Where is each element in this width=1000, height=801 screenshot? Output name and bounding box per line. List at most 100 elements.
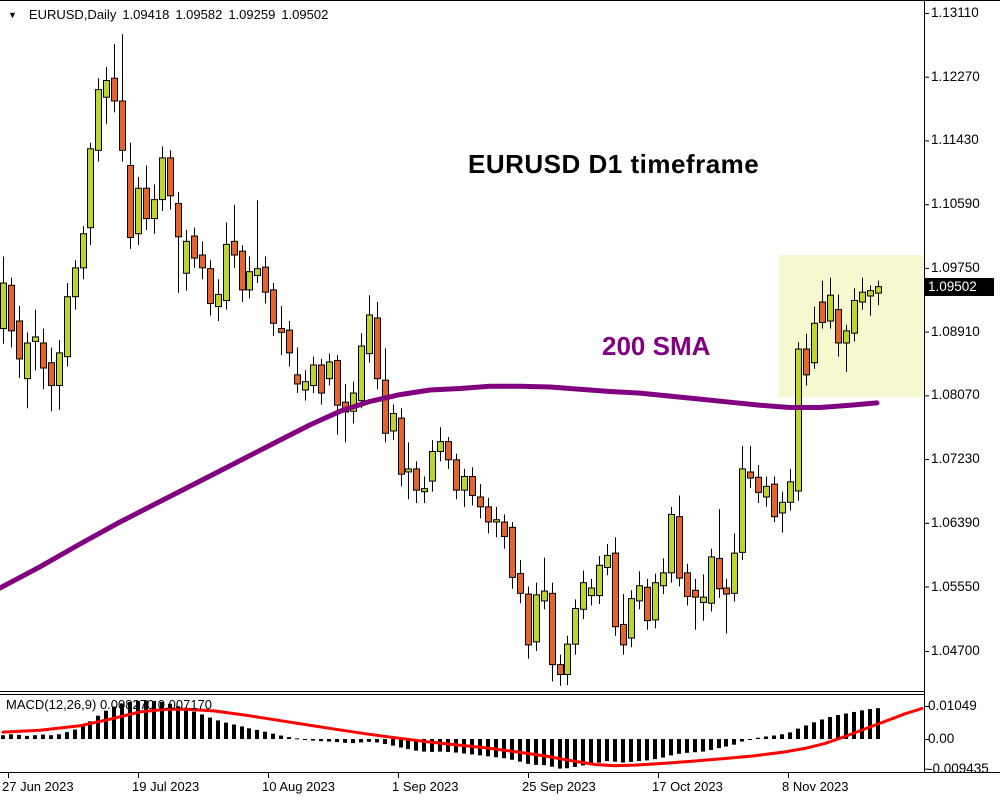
macd-histogram-bar xyxy=(351,739,355,744)
candle-up xyxy=(827,294,834,322)
macd-tick-label: 0.01049 xyxy=(928,697,977,713)
macd-histogram-bar xyxy=(788,732,792,739)
candle-up xyxy=(811,322,818,364)
symbol-label: EURUSD,Daily xyxy=(28,7,117,22)
macd-histogram-bar xyxy=(303,739,307,740)
candle-down xyxy=(175,202,182,238)
candle-up xyxy=(700,596,707,603)
candle-down xyxy=(40,342,47,369)
candle-down xyxy=(374,317,381,380)
candle-up xyxy=(87,148,94,229)
macd-histogram-bar xyxy=(868,709,872,739)
candle-down xyxy=(509,526,516,578)
macd-histogram-bar xyxy=(740,739,744,742)
macd-histogram-bar xyxy=(677,739,681,754)
macd-histogram-bar xyxy=(49,735,53,739)
macd-histogram-bar xyxy=(343,739,347,743)
macd-histogram-bar xyxy=(295,738,299,740)
date-tick-label: 17 Oct 2023 xyxy=(652,779,723,794)
macd-histogram-bar xyxy=(406,739,410,750)
macd-histogram-bar xyxy=(17,734,21,739)
macd-histogram-bar xyxy=(502,739,506,759)
macd-histogram-bar xyxy=(526,739,530,764)
macd-histogram-bar xyxy=(701,739,705,752)
macd-histogram-bar xyxy=(391,739,395,746)
macd-histogram-bar xyxy=(581,739,585,766)
macd-histogram-bar xyxy=(852,711,856,739)
macd-histogram-bar xyxy=(510,739,514,760)
price-tick-label: 1.10590 xyxy=(931,196,980,212)
candle-down xyxy=(716,557,723,590)
candle-up xyxy=(668,513,675,574)
price-tick-label: 1.06390 xyxy=(931,514,980,530)
candle-down xyxy=(111,77,118,102)
candle-down xyxy=(747,471,754,479)
candle-down xyxy=(207,268,214,305)
macd-histogram-bar xyxy=(589,739,593,765)
candle-up xyxy=(652,582,659,621)
macd-histogram-bar xyxy=(565,739,569,769)
macd-histogram-bar xyxy=(41,734,45,739)
macd-histogram-bar xyxy=(367,739,371,742)
date-tick-label: 27 Jun 2023 xyxy=(2,779,74,794)
macd-histogram-bar xyxy=(717,739,721,749)
candle-down xyxy=(127,164,134,239)
candle-up xyxy=(867,290,874,297)
macd-histogram-bar xyxy=(383,739,387,745)
candle-down xyxy=(48,362,55,386)
candle-up xyxy=(779,501,786,514)
macd-histogram-bar xyxy=(25,735,29,739)
date-tick-label: 25 Sep 2023 xyxy=(522,779,596,794)
candle-down xyxy=(644,586,651,622)
macd-histogram-bar xyxy=(542,739,546,766)
macd-histogram-bar xyxy=(57,734,61,739)
macd-histogram-bar xyxy=(828,716,832,739)
price-tick-label: 1.07230 xyxy=(931,451,980,467)
candle-up xyxy=(859,291,866,303)
candle-up xyxy=(246,271,253,291)
ohlc-low: 1.09259 xyxy=(228,7,276,22)
candle-up xyxy=(223,243,230,302)
date-tick-label: 1 Sep 2023 xyxy=(392,779,459,794)
macd-histogram-bar xyxy=(192,711,196,739)
macd-histogram-bar xyxy=(518,739,522,762)
candle-up xyxy=(660,572,667,587)
macd-histogram-bar xyxy=(104,710,108,739)
ohlc-high: 1.09582 xyxy=(175,7,223,22)
candle-up xyxy=(580,582,587,610)
macd-histogram-bar xyxy=(724,739,728,747)
macd-histogram-bar xyxy=(160,701,164,739)
price-tick-label: 1.08070 xyxy=(931,387,980,403)
macd-histogram-bar xyxy=(9,734,13,739)
macd-histogram-bar xyxy=(693,739,697,753)
candle-up xyxy=(429,450,436,482)
macd-histogram-bar xyxy=(263,731,267,739)
sma-text-annotation: 200 SMA xyxy=(602,331,711,361)
macd-histogram-bar xyxy=(756,737,760,739)
candle-down xyxy=(318,364,325,394)
ohlc-open: 1.09418 xyxy=(122,7,170,22)
macd-histogram-bar xyxy=(359,739,363,743)
macd-histogram-bar xyxy=(184,708,188,739)
price-tick-label: 1.12270 xyxy=(931,68,980,84)
macd-histogram-bar xyxy=(860,710,864,739)
candle-up xyxy=(564,643,571,675)
candle-down xyxy=(612,552,619,628)
symbol-dropdown-icon[interactable]: ▼ xyxy=(8,9,17,20)
candle-down xyxy=(334,359,341,406)
candle-down xyxy=(445,441,452,461)
candle-up xyxy=(254,268,261,276)
macd-histogram-bar xyxy=(136,700,140,739)
candle-down xyxy=(167,157,174,197)
macd-histogram-bar xyxy=(88,721,92,739)
macd-histogram-bar xyxy=(375,739,379,743)
macd-histogram-bar xyxy=(780,734,784,739)
candle-down xyxy=(477,496,484,508)
candle-up xyxy=(135,187,142,235)
candle-down xyxy=(557,664,564,675)
candle-up xyxy=(95,89,102,151)
macd-histogram-bar xyxy=(804,725,808,739)
macd-histogram-bar xyxy=(573,739,577,767)
candle-up xyxy=(56,352,63,386)
